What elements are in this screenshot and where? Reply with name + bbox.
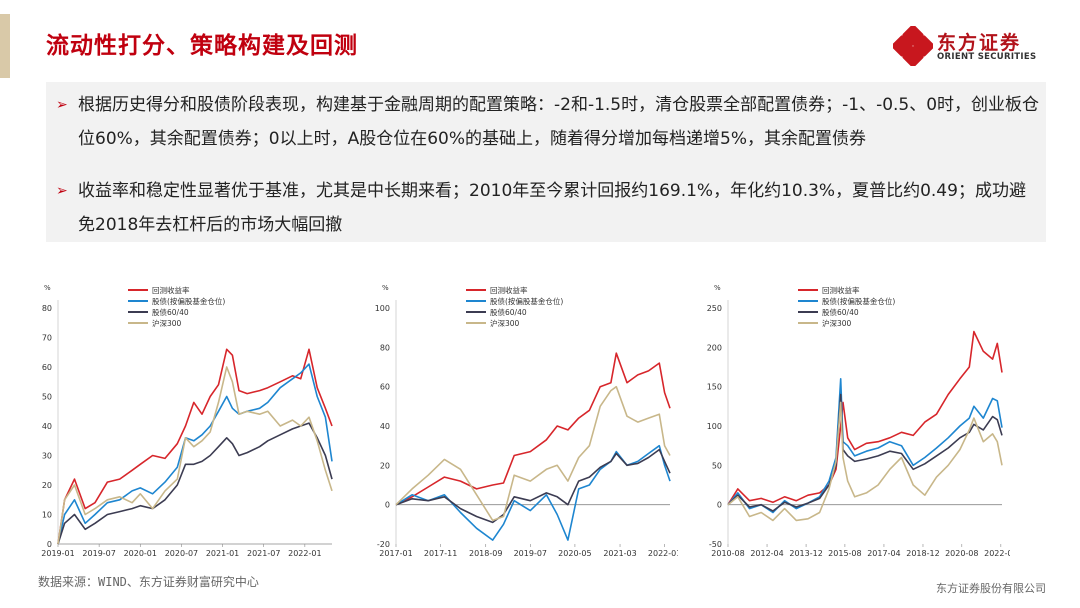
x-tick-label: 2020-05 (558, 549, 591, 558)
y-tick-label: 40 (42, 422, 52, 431)
x-tick-label: 2020-07 (165, 549, 198, 558)
y-tick-label: 100 (707, 422, 722, 431)
legend-label: 股债(按偏股基金仓位) (822, 296, 895, 306)
x-tick-label: 2020-01 (124, 549, 157, 558)
x-tick-label: 2012-04 (750, 549, 783, 558)
chart-backtest-2019: % 0 10 20 30 40 50 60 70 80 2019-01 2019-07 2020-01 2… (20, 268, 340, 568)
legend-label: 股债(按偏股基金仓位) (152, 296, 225, 306)
y-tick-label: 150 (707, 383, 722, 392)
orient-logo-icon (893, 26, 933, 66)
y-unit-label: % (44, 284, 51, 292)
legend-label: 回测收益率 (822, 285, 860, 295)
series-line-1 (57, 363, 333, 545)
y-tick-label: 50 (42, 393, 52, 402)
x-tick-label: 2020-08 (945, 549, 978, 558)
x-tick-label: 2015-08 (828, 549, 861, 558)
legend-label: 回测收益率 (490, 285, 528, 295)
y-tick-label: 100 (375, 304, 390, 313)
y-tick-label: 10 (42, 511, 52, 520)
y-tick-label: 60 (42, 363, 52, 372)
y-tick-label: 60 (380, 383, 390, 392)
company-name: 东方证券股份有限公司 (936, 582, 1046, 595)
left-accent-bar (0, 14, 10, 78)
series-line-2 (57, 422, 333, 545)
summary-box: ➢ 根据历史得分和股债阶段表现，构建基于金融周期的配置策略：-2和-1.5时，清… (46, 82, 1046, 242)
legend-label: 股债(按偏股基金仓位) (490, 296, 563, 306)
x-tick-label: 2017-11 (424, 549, 457, 558)
legend-label: 股债60/40 (822, 307, 859, 317)
y-tick-label: -50 (709, 540, 722, 549)
x-tick-label: 2018-12 (906, 549, 939, 558)
legend-label: 沪深300 (490, 318, 520, 328)
series-line-0 (57, 348, 333, 545)
chart-backtest-2010: % -50 0 50 100 150 200 250 2010-08 2012-04 2013-12… (690, 268, 1010, 568)
x-tick-label: 2022-04 (984, 549, 1010, 558)
x-tick-label: 2017-04 (867, 549, 900, 558)
logo-text-en: ORIENT SECURITIES (937, 52, 1037, 62)
y-tick-label: 50 (712, 461, 722, 470)
y-tick-label: 80 (380, 343, 390, 352)
y-tick-label: 250 (707, 304, 722, 313)
chart-svg-0: % 0 10 20 30 40 50 60 70 80 2019-01 2019-07 2020-01 2… (41, 284, 333, 558)
x-tick-label: 2010-08 (711, 549, 744, 558)
legend-label: 沪深300 (152, 318, 182, 328)
chart-svg-2: % -50 0 50 100 150 200 250 2010-08 2012-04 2013-12… (707, 284, 1010, 558)
series-line-3 (57, 366, 333, 545)
series-line-0 (727, 330, 1003, 506)
bullet-performance: ➢ 收益率和稳定性显著优于基准，尤其是中长期来看；2010年至今累计回报约169… (56, 174, 1041, 242)
y-tick-label: 20 (42, 481, 52, 490)
y-tick-label: 40 (380, 422, 390, 431)
series-line-3 (727, 401, 1003, 522)
series-line-0 (395, 352, 671, 506)
bullet-arrow-icon: ➢ (56, 97, 68, 113)
chart-svg-1: % -20 0 20 40 60 80 100 2017-01 2017-11 2018-09 201… (375, 284, 678, 558)
logo-text-cn: 东方证券 (937, 32, 1022, 54)
series-line-2 (727, 393, 1003, 512)
y-tick-label: 20 (380, 461, 390, 470)
series-line-1 (727, 378, 1003, 514)
bullet-text: 收益率和稳定性显著优于基准，尤其是中长期来看；2010年至今累计回报约169.1… (78, 181, 1026, 235)
legend-label: 股债60/40 (490, 307, 527, 317)
series-line-2 (395, 448, 671, 524)
data-source: 数据来源：WIND、东方证券财富研究中心 (38, 575, 259, 589)
x-tick-label: 2019-07 (514, 549, 547, 558)
series-line-3 (395, 385, 671, 522)
y-unit-label: % (382, 284, 389, 292)
y-tick-label: 70 (42, 334, 52, 343)
y-tick-label: 80 (42, 304, 52, 313)
x-tick-label: 2019-01 (41, 549, 74, 558)
bullet-arrow-icon: ➢ (56, 183, 68, 199)
x-tick-label: 2022-01 (648, 549, 678, 558)
x-tick-label: 2022-01 (288, 549, 321, 558)
x-tick-label: 2021-07 (247, 549, 280, 558)
x-tick-label: 2018-09 (469, 549, 502, 558)
x-tick-label: 2017-01 (379, 549, 412, 558)
y-tick-label: 0 (717, 501, 722, 510)
legend-label: 回测收益率 (152, 285, 190, 295)
legend-label: 股债60/40 (152, 307, 189, 317)
y-tick-label: -20 (377, 540, 390, 549)
y-tick-label: 0 (47, 540, 52, 549)
bullet-text: 根据历史得分和股债阶段表现，构建基于金融周期的配置策略：-2和-1.5时，清仓股… (78, 95, 1040, 149)
company-logo: 东方证券 ORIENT SECURITIES (893, 26, 1053, 66)
y-tick-label: 200 (707, 343, 722, 352)
bullet-strategy: ➢ 根据历史得分和股债阶段表现，构建基于金融周期的配置策略：-2和-1.5时，清… (56, 88, 1041, 156)
y-tick-label: 30 (42, 452, 52, 461)
y-tick-label: 0 (385, 501, 390, 510)
series-line-1 (395, 444, 671, 541)
page-title: 流动性打分、策略构建及回测 (46, 32, 358, 59)
x-tick-label: 2019-07 (82, 549, 115, 558)
y-unit-label: % (714, 284, 721, 292)
chart-backtest-2017: % -20 0 20 40 60 80 100 2017-01 2017-11 2018-09 201… (358, 268, 678, 568)
legend-label: 沪深300 (822, 318, 852, 328)
x-tick-label: 2013-12 (789, 549, 822, 558)
x-tick-label: 2021-01 (206, 549, 239, 558)
x-tick-label: 2021-03 (603, 549, 636, 558)
